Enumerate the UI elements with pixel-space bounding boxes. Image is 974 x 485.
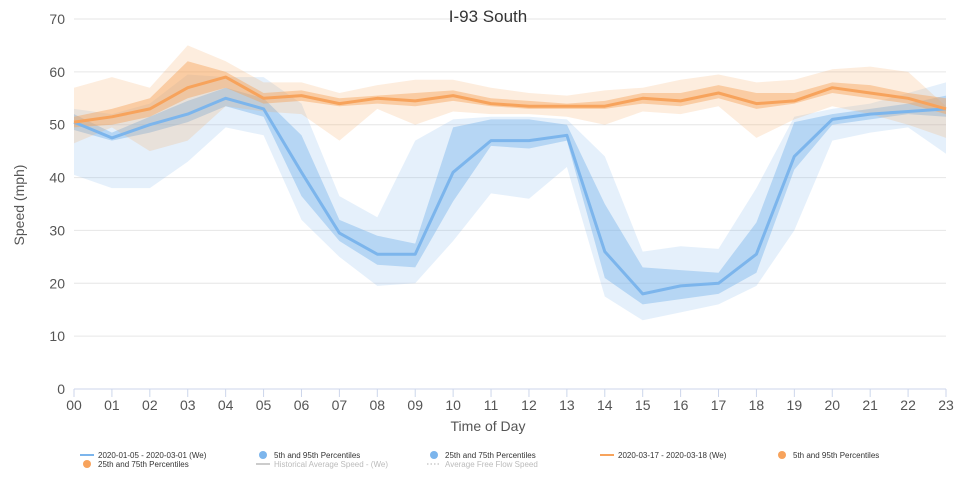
x-tick-label: 12: [521, 397, 537, 413]
y-tick-label: 50: [49, 117, 65, 133]
x-tick-label: 10: [445, 397, 461, 413]
x-tick-label: 07: [332, 397, 348, 413]
legend-label: 5th and 95th Percentiles: [274, 451, 360, 460]
legend-dot-symbol: [430, 451, 438, 459]
x-tick-label: 21: [862, 397, 878, 413]
legend-label: Historical Average Speed - (We): [274, 460, 388, 469]
y-tick-label: 60: [49, 64, 65, 80]
y-tick-label: 30: [49, 222, 65, 238]
percentile-bands: [74, 45, 946, 321]
legend-item[interactable]: 25th and 75th Percentiles: [430, 451, 536, 460]
y-axis-title: Speed (mph): [11, 165, 27, 246]
x-tick-label: 23: [938, 397, 954, 413]
band-5-95-series-1: [74, 74, 946, 321]
x-tick-label: 18: [749, 397, 765, 413]
y-tick-label: 10: [49, 328, 65, 344]
legend-label: 2020-01-05 - 2020-03-01 (We): [98, 451, 207, 460]
y-axis: 0 10 20 30 40 50 60 70: [49, 11, 65, 397]
legend-item[interactable]: 2020-03-17 - 2020-03-18 (We): [600, 451, 727, 460]
legend-dot-symbol: [259, 451, 267, 459]
band-25-75-series-1: [74, 87, 946, 305]
legend-item[interactable]: 5th and 95th Percentiles: [259, 451, 360, 460]
x-tick-label: 00: [66, 397, 82, 413]
x-tick-label: 20: [824, 397, 840, 413]
x-tick-label: 17: [711, 397, 727, 413]
gridlines: [74, 18, 946, 390]
legend-label: 5th and 95th Percentiles: [793, 451, 879, 460]
y-tick-label: 20: [49, 275, 65, 291]
x-tick-label: 16: [673, 397, 689, 413]
x-tick-label: 11: [484, 397, 499, 413]
y-tick-label: 40: [49, 170, 65, 186]
legend-item[interactable]: 5th and 95th Percentiles: [778, 451, 879, 460]
x-tick-label: 02: [142, 397, 158, 413]
x-axis: 00 01 02 03 04 05 06 07 08 09 10 11 12 13 14 15 16 17 18 19…: [66, 389, 954, 413]
x-axis-title: Time of Day: [451, 418, 526, 434]
legend-label: 25th and 75th Percentiles: [445, 451, 536, 460]
x-tick-label: 06: [294, 397, 310, 413]
chart-title: I-93 South: [449, 7, 527, 26]
band-25-75-series-2: [74, 61, 946, 128]
x-tick-label: 13: [559, 397, 575, 413]
legend-item[interactable]: 2020-01-05 - 2020-03-01 (We): [80, 451, 207, 460]
x-tick-label: 22: [900, 397, 916, 413]
x-tick-label: 19: [787, 397, 803, 413]
legend-item[interactable]: Average Free Flow Speed: [427, 460, 538, 469]
y-tick-label: 70: [49, 11, 65, 27]
legend: 2020-01-05 - 2020-03-01 (We) 5th and 95th…: [80, 451, 879, 469]
median-line-series-2: [73, 75, 947, 124]
median-lines: [73, 75, 947, 296]
legend-label: 25th and 75th Percentiles: [98, 460, 189, 469]
x-tick-label: 09: [407, 397, 423, 413]
x-tick-label: 03: [180, 397, 196, 413]
legend-dot-symbol: [83, 460, 91, 468]
x-tick-label: 08: [370, 397, 386, 413]
y-tick-label: 0: [57, 381, 65, 397]
x-tick-label: 04: [218, 397, 234, 413]
x-tick-label: 15: [635, 397, 651, 413]
legend-dot-symbol: [778, 451, 786, 459]
x-tick-label: 05: [256, 397, 272, 413]
legend-item[interactable]: 25th and 75th Percentiles: [83, 460, 189, 469]
legend-label: Average Free Flow Speed: [445, 460, 538, 469]
x-tick-label: 01: [104, 397, 120, 413]
legend-label: 2020-03-17 - 2020-03-18 (We): [618, 451, 727, 460]
x-tick-label: 14: [597, 397, 613, 413]
legend-item[interactable]: Historical Average Speed - (We): [256, 460, 388, 469]
median-line-series-1: [73, 96, 947, 296]
band-5-95-series-2: [74, 45, 946, 152]
